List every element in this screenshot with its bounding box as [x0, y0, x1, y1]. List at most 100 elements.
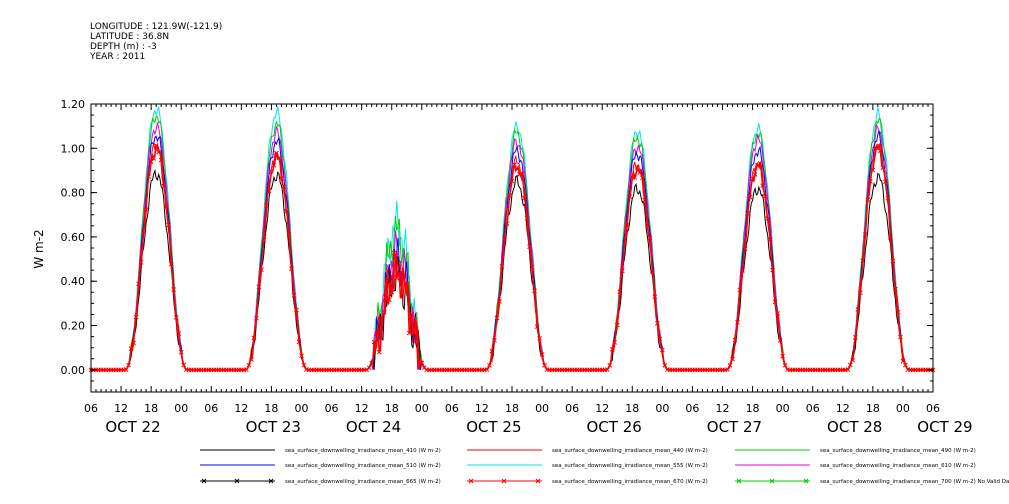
x-hour-label: 06	[445, 402, 459, 415]
series-marker-670	[246, 362, 252, 368]
plot-metadata: LONGITUDE : 121.9W(-121.9) LATITUDE : 36…	[90, 22, 222, 62]
series-marker-670	[386, 297, 392, 302]
series-marker-670	[534, 324, 540, 330]
series-marker-670	[141, 229, 146, 235]
x-hour-label: 18	[866, 402, 880, 415]
series-marker-670	[624, 222, 630, 228]
series-marker-670	[181, 362, 187, 368]
latitude-label: LATITUDE : 36.8N	[90, 32, 170, 42]
x-hour-label: 12	[475, 402, 489, 415]
series-marker-670	[296, 339, 302, 345]
x-hour-label: 06	[565, 402, 579, 415]
series-marker-670	[529, 264, 535, 270]
legend-label: sea_surface_downwelling_irradiance_mean_…	[552, 448, 708, 454]
series-marker-670	[890, 258, 896, 264]
x-hour-label: 06	[926, 402, 940, 415]
series-marker-670	[617, 289, 623, 295]
legend-marker	[468, 478, 474, 484]
legend-label: sea_surface_downwelling_irradiance_mean_…	[552, 463, 708, 469]
series-marker-670	[244, 367, 249, 372]
x-hour-label: 18	[505, 402, 519, 415]
series-marker-670	[492, 337, 497, 343]
series-marker-670	[389, 289, 395, 295]
series-marker-670	[401, 273, 407, 279]
x-hour-label: 00	[655, 402, 669, 415]
series-marker-670	[299, 353, 304, 359]
series-marker-670	[484, 367, 490, 372]
series-marker-670	[855, 306, 861, 312]
x-hour-label: 06	[685, 402, 699, 415]
series-marker-670	[537, 335, 542, 341]
series-marker-670	[775, 310, 780, 316]
x-day-label: OCT 24	[346, 418, 401, 436]
series-marker-670	[730, 356, 735, 362]
series-marker-670	[527, 244, 532, 249]
series-marker-670	[494, 315, 500, 321]
series-marker-670	[885, 195, 891, 201]
series-marker-670	[627, 194, 633, 199]
series-marker-670	[604, 367, 610, 372]
legend-marker	[234, 478, 240, 484]
series-marker-670	[727, 363, 733, 368]
x-hour-label: 00	[415, 402, 429, 415]
series-marker-670	[782, 363, 788, 368]
plot-frame	[90, 103, 934, 393]
series-marker-670	[301, 362, 307, 368]
legend-marker	[535, 478, 541, 484]
x-hour-label: 06	[325, 402, 339, 415]
series-marker-670	[414, 334, 420, 339]
series-marker-670	[649, 269, 655, 274]
x-day-label: OCT 26	[586, 418, 641, 436]
series-marker-670	[399, 290, 405, 296]
series-line-510	[91, 130, 933, 371]
series-marker-670	[279, 176, 284, 181]
series-marker-670	[740, 268, 745, 273]
series-marker-670	[757, 161, 763, 166]
series-marker-670	[499, 264, 505, 269]
series-marker-670	[883, 179, 888, 185]
x-hour-label: 12	[114, 402, 128, 415]
series-marker-670	[376, 349, 382, 355]
series-marker-670	[264, 203, 269, 209]
series-marker-670	[845, 367, 851, 372]
series-marker-670	[251, 335, 257, 341]
series-marker-670	[637, 170, 643, 175]
series-marker-670	[898, 334, 903, 340]
legend-label: sea_surface_downwelling_irradiance_mean_…	[820, 448, 976, 454]
series-marker-670	[381, 310, 387, 315]
y-tick-label: 0.60	[61, 231, 86, 244]
series-marker-670	[780, 353, 785, 359]
series-marker-670	[762, 193, 768, 199]
series-marker-670	[745, 211, 750, 216]
series-marker-670	[487, 363, 492, 368]
series-marker-670	[419, 360, 425, 366]
series-marker-670	[860, 258, 866, 264]
series-marker-670	[862, 232, 868, 237]
series-line-410	[91, 168, 933, 371]
series-marker-670	[850, 357, 856, 363]
y-axis-label: W m-2	[32, 229, 46, 268]
series-marker-670	[128, 346, 134, 351]
series-marker-670	[366, 365, 372, 371]
x-day-label: OCT 27	[707, 418, 762, 436]
x-hour-label: 18	[264, 402, 278, 415]
x-hour-label: 00	[295, 402, 309, 415]
series-marker-670	[622, 240, 628, 246]
x-hour-label: 12	[836, 402, 850, 415]
x-hour-label: 18	[144, 402, 158, 415]
series-marker-670	[153, 143, 159, 149]
x-day-label: OCT 22	[105, 418, 160, 436]
y-tick-label: 0.40	[61, 275, 86, 288]
series-marker-670	[732, 337, 738, 343]
series-marker-670	[391, 250, 397, 256]
series-marker-670	[489, 348, 495, 354]
x-hour-label: 00	[896, 402, 910, 415]
series-marker-670	[394, 275, 400, 281]
series-marker-670	[755, 162, 760, 168]
series-marker-670	[522, 195, 527, 201]
series-marker-670	[657, 336, 663, 342]
series-marker-670	[369, 360, 375, 366]
series-marker-670	[857, 290, 863, 296]
x-day-label: OCT 28	[827, 418, 882, 436]
